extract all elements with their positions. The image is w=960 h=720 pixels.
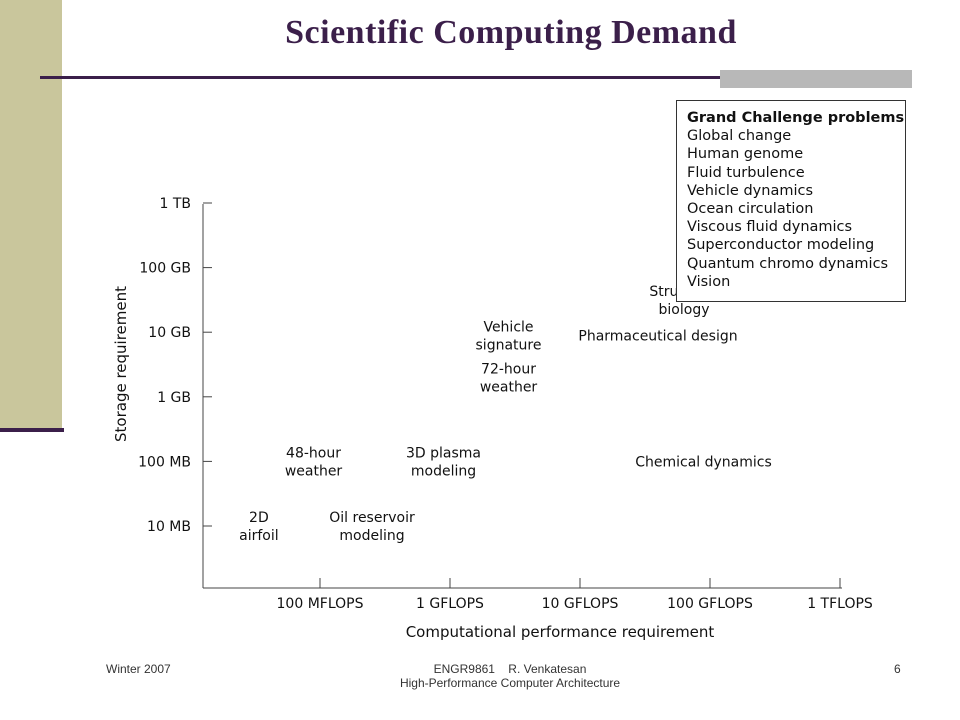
y-tick-label: 10 GB bbox=[148, 325, 191, 341]
data-point-label-line: 72-hour bbox=[481, 361, 536, 377]
data-point-label-line: weather bbox=[480, 379, 538, 395]
data-point-label: Chemical dynamics bbox=[635, 454, 772, 470]
data-point-label-line: Pharmaceutical design bbox=[578, 328, 737, 344]
data-point-label: 48-hour weather bbox=[285, 445, 343, 479]
y-tick-label: 100 MB bbox=[138, 454, 191, 470]
grand-challenge-legend: Grand Challenge problems Global change H… bbox=[676, 100, 906, 302]
legend-item: Quantum chromo dynamics bbox=[687, 255, 889, 272]
x-axis-title: Computational performance requirement bbox=[406, 623, 715, 641]
x-tick-label: 10 GFLOPS bbox=[542, 596, 619, 612]
data-point-label-line: biology bbox=[659, 302, 710, 318]
page-number: 6 bbox=[894, 662, 901, 676]
legend-item: Superconductor modeling bbox=[687, 237, 875, 254]
x-tick-label: 1 TFLOPS bbox=[807, 596, 873, 612]
data-point-label-line: 2D bbox=[249, 510, 269, 526]
sidebar-underline bbox=[0, 428, 64, 432]
data-point-label-line: signature bbox=[476, 337, 542, 353]
slide-title: Scientific Computing Demand bbox=[285, 14, 737, 51]
data-point-label-line: modeling bbox=[411, 463, 476, 479]
data-point-label-line: 48-hour bbox=[286, 445, 341, 461]
legend-item: Fluid turbulence bbox=[687, 164, 805, 181]
data-point-label: 3D plasma modeling bbox=[406, 445, 481, 479]
title-rule bbox=[40, 76, 912, 79]
legend-item: Viscous fluid dynamics bbox=[687, 219, 853, 236]
legend-item: Ocean circulation bbox=[687, 201, 814, 218]
y-axis-title: Storage requirement bbox=[112, 286, 130, 442]
data-point-label-line: modeling bbox=[339, 528, 404, 544]
sidebar-decoration bbox=[0, 0, 62, 428]
y-tick-label: 1 TB bbox=[159, 196, 191, 212]
legend-item: Vision bbox=[687, 273, 731, 290]
data-point-label: 2D airfoil bbox=[239, 510, 279, 544]
data-point-label-line: weather bbox=[285, 463, 343, 479]
legend-item: Human genome bbox=[687, 146, 804, 163]
data-point-label-line: Chemical dynamics bbox=[635, 454, 772, 470]
data-point-label: Vehicle signature bbox=[476, 319, 542, 353]
footer-course-title: High-Performance Computer Architecture bbox=[399, 676, 621, 690]
data-point-label-line: airfoil bbox=[239, 528, 279, 544]
footer-center: ENGR9861 R. Venkatesan High-Performance … bbox=[330, 662, 690, 690]
title-accent-bar bbox=[720, 70, 912, 88]
x-tick-label: 100 MFLOPS bbox=[277, 596, 364, 612]
legend-title: Grand Challenge problems bbox=[687, 110, 905, 126]
footer-left: Winter 2007 bbox=[106, 662, 171, 676]
data-point-label: 72-hour weather bbox=[480, 361, 538, 395]
x-tick-label: 100 GFLOPS bbox=[667, 596, 753, 612]
data-point-label: Pharmaceutical design bbox=[578, 328, 737, 344]
legend-item: Global change bbox=[687, 128, 792, 145]
data-point-label-line: Vehicle bbox=[483, 319, 533, 335]
data-point-label-line: 3D plasma bbox=[406, 445, 481, 461]
y-tick-label: 1 GB bbox=[157, 390, 191, 406]
data-point-label-line: Oil reservoir bbox=[329, 510, 415, 526]
footer-course: ENGR9861 R. Venkatesan bbox=[433, 662, 587, 676]
x-tick-label: 1 GFLOPS bbox=[416, 596, 484, 612]
y-tick-label: 10 MB bbox=[147, 519, 191, 535]
data-point-label: Oil reservoir modeling bbox=[329, 510, 415, 544]
legend-item: Vehicle dynamics bbox=[687, 182, 814, 199]
y-tick-label: 100 GB bbox=[139, 261, 191, 277]
